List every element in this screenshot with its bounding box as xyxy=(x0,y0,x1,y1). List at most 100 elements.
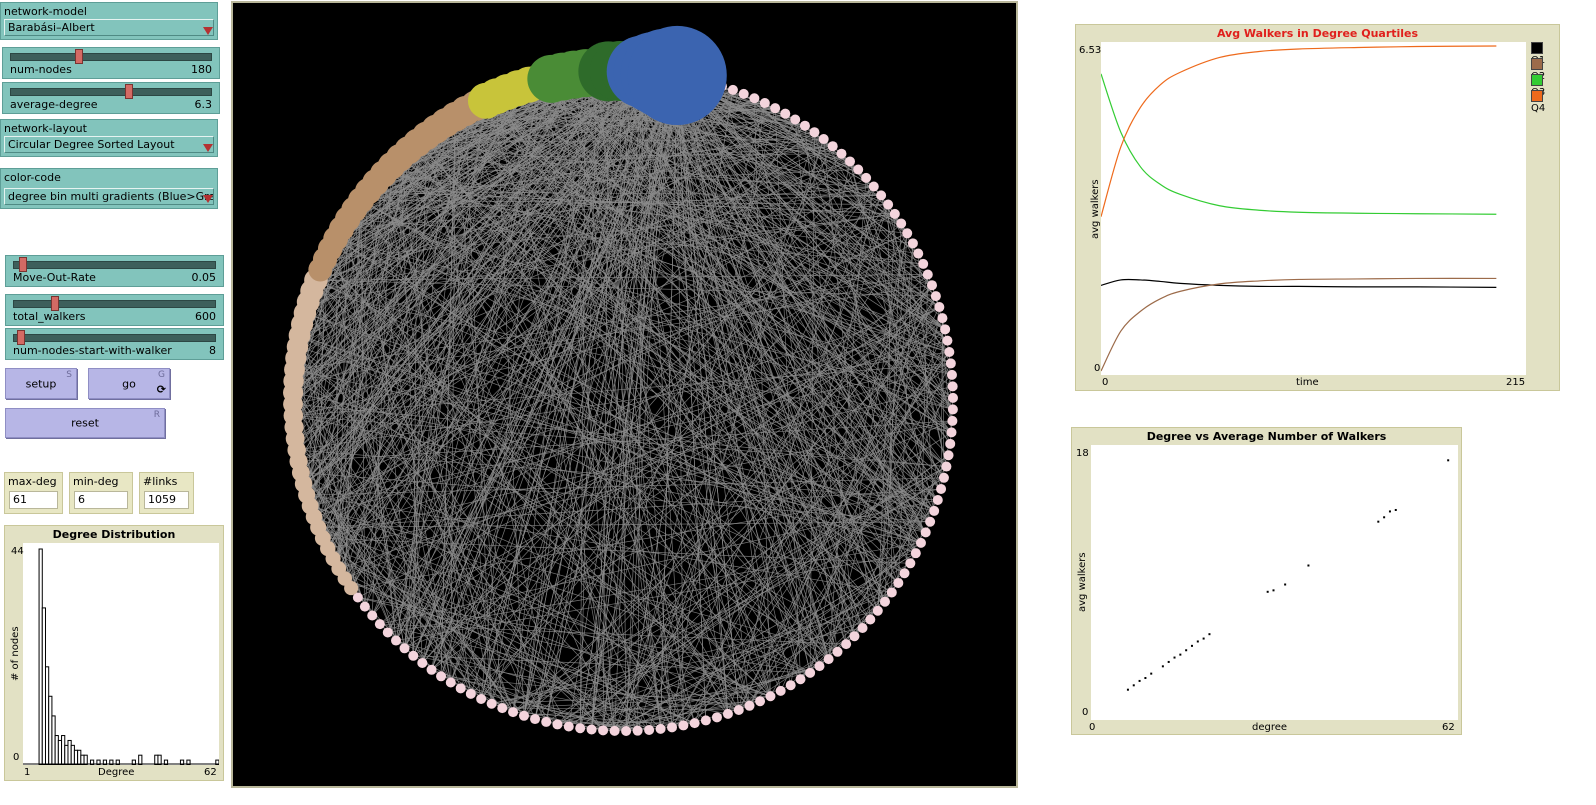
network-edge xyxy=(417,142,871,620)
network-graph[interactable] xyxy=(233,3,1016,786)
network-node xyxy=(844,156,855,167)
network-node xyxy=(899,568,910,579)
chooser-value[interactable]: Circular Degree Sorted Layout xyxy=(4,136,214,153)
network-node xyxy=(941,461,952,472)
legend-entry: Q2 xyxy=(1531,58,1559,82)
slider-knob[interactable] xyxy=(19,257,27,272)
network-edge xyxy=(361,145,833,201)
slider-value: 0.05 xyxy=(191,271,217,284)
color-code-chooser[interactable]: color-code degree bin multi gradients (B… xyxy=(0,168,218,209)
x-min-tick: 0 xyxy=(1089,722,1096,733)
network-node xyxy=(445,677,456,688)
network-edge xyxy=(293,274,928,416)
network-edge xyxy=(293,73,667,382)
network-edge xyxy=(296,449,811,674)
move-out-rate-slider[interactable]: Move-Out-Rate 0.05 xyxy=(5,255,224,287)
network-edge xyxy=(512,329,946,713)
network-node xyxy=(946,427,957,438)
network-edge xyxy=(408,149,954,410)
chooser-value[interactable]: Barabási–Albert xyxy=(4,19,214,36)
scatter-canvas xyxy=(1126,459,1450,691)
network-edge xyxy=(676,75,684,726)
network-node xyxy=(947,392,958,403)
network-edge xyxy=(395,71,609,641)
slider-track[interactable] xyxy=(10,53,212,61)
reset-button[interactable]: R reset xyxy=(5,408,165,438)
network-node xyxy=(417,657,428,668)
network-node xyxy=(945,358,956,369)
network-edge xyxy=(496,96,829,660)
network-edge xyxy=(754,98,933,286)
network-layout-chooser[interactable]: network-layout Circular Degree Sorted La… xyxy=(0,119,218,157)
network-edge xyxy=(309,135,427,507)
setup-button[interactable]: S setup xyxy=(5,368,77,399)
chooser-label: network-layout xyxy=(4,122,87,135)
line-chart-canvas xyxy=(1100,45,1497,372)
network-edge xyxy=(534,71,644,720)
y-min-tick: 0 xyxy=(1082,707,1089,718)
monitor-label: #links xyxy=(143,475,178,488)
slider-track[interactable] xyxy=(10,88,212,96)
slider-track[interactable] xyxy=(13,300,216,308)
network-edge xyxy=(676,75,740,711)
go-button[interactable]: G go ⟳ xyxy=(88,368,170,399)
network-edge xyxy=(880,195,947,467)
network-view[interactable] xyxy=(231,1,1018,788)
num-nodes-slider[interactable]: num-nodes 180 xyxy=(2,47,220,79)
network-edge xyxy=(790,186,875,686)
slider-value: 600 xyxy=(195,310,216,323)
network-edge xyxy=(496,96,615,731)
network-edge xyxy=(485,100,695,724)
network-edge xyxy=(770,363,952,697)
network-edge xyxy=(298,87,519,462)
network-edge xyxy=(371,165,392,616)
network-node xyxy=(722,708,733,719)
network-node xyxy=(872,605,883,616)
network-node xyxy=(936,483,947,494)
y-min-tick: 0 xyxy=(13,752,20,763)
network-edge xyxy=(496,95,886,602)
network-edge xyxy=(677,75,919,254)
network-edge xyxy=(823,139,871,620)
network-edge xyxy=(412,75,678,656)
network-node xyxy=(598,725,609,736)
slider-knob[interactable] xyxy=(75,49,83,64)
slider-knob[interactable] xyxy=(51,296,59,311)
dropdown-arrow-icon[interactable] xyxy=(203,144,213,152)
chooser-value[interactable]: degree bin multi gradients (Blue>Gree... xyxy=(4,188,214,205)
network-edge xyxy=(354,131,815,210)
network-node xyxy=(932,495,943,506)
network-node xyxy=(436,671,447,682)
legend-entry: Q1 xyxy=(1531,42,1559,66)
network-edge xyxy=(417,142,953,376)
slider-track[interactable] xyxy=(13,261,216,269)
average-degree-slider[interactable]: average-degree 6.3 xyxy=(2,82,220,114)
y-axis-label: avg walkers xyxy=(1077,552,1088,612)
x-max-tick: 62 xyxy=(1442,722,1455,733)
network-edge xyxy=(431,75,678,670)
dropdown-arrow-icon[interactable] xyxy=(203,27,213,35)
network-edge xyxy=(311,290,952,433)
scatter-point xyxy=(1377,520,1380,523)
network-edge xyxy=(654,72,927,533)
network-edge xyxy=(450,73,667,683)
slider-track[interactable] xyxy=(13,334,216,342)
network-node xyxy=(408,650,419,661)
network-model-chooser[interactable]: network-model Barabási–Albert xyxy=(0,2,218,40)
network-edge xyxy=(412,142,418,656)
network-edge xyxy=(897,243,914,583)
network-edge xyxy=(676,75,729,714)
slider-knob[interactable] xyxy=(125,84,133,99)
network-edge xyxy=(299,335,886,603)
network-edge xyxy=(324,78,552,260)
slider-knob[interactable] xyxy=(17,330,25,345)
network-edge xyxy=(591,75,678,730)
num-nodes-start-with-walker-slider[interactable]: num-nodes-start-with-walker 8 xyxy=(5,328,224,360)
network-node xyxy=(809,127,820,138)
dropdown-arrow-icon[interactable] xyxy=(203,195,213,203)
total-walkers-slider[interactable]: total_walkers 600 xyxy=(5,294,224,326)
network-edge xyxy=(294,438,525,717)
network-edge xyxy=(485,100,946,330)
shortcut-key: G xyxy=(158,370,165,380)
scatter-point xyxy=(1447,459,1450,462)
